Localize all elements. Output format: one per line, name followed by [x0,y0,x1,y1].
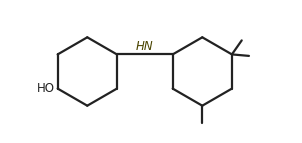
Text: HO: HO [37,82,55,95]
Text: HN: HN [136,40,154,53]
